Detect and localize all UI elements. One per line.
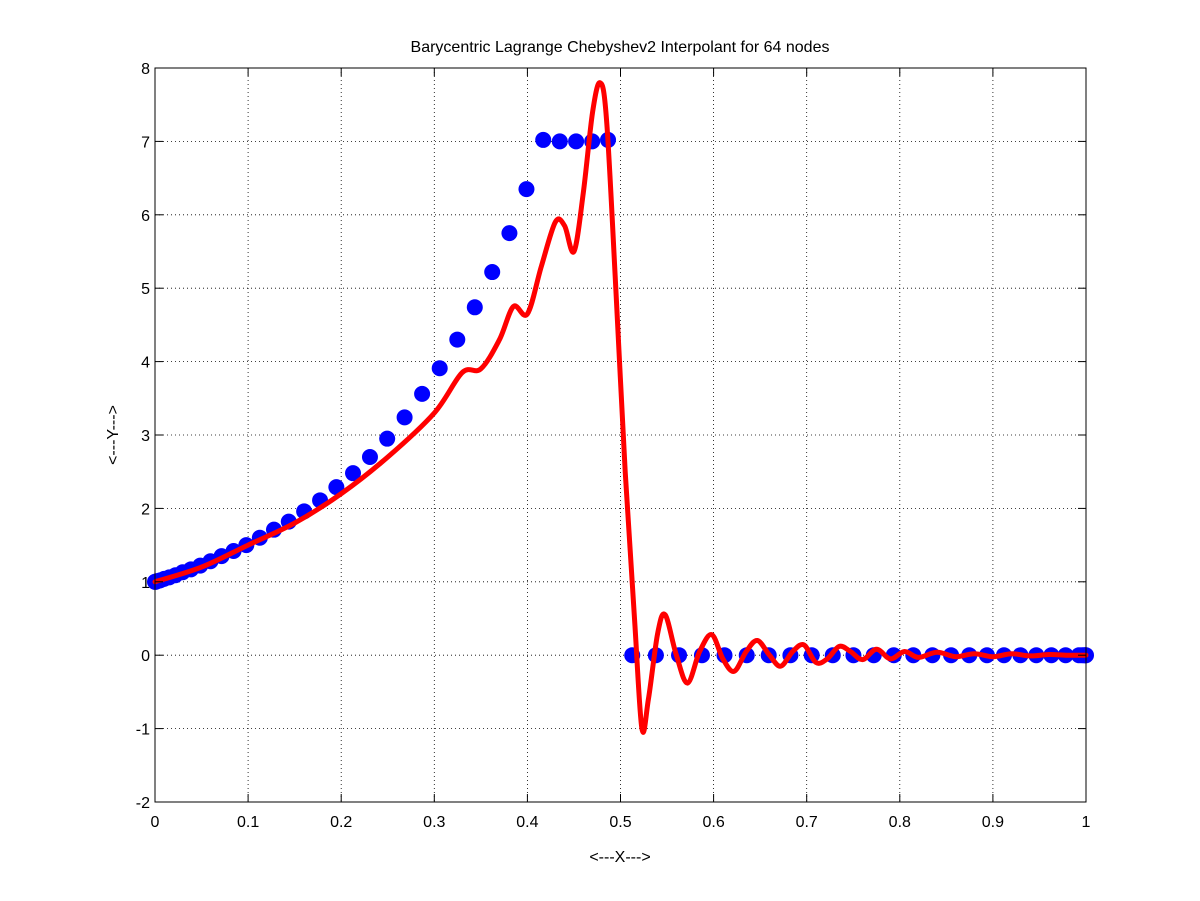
y-tick-label: 7 — [141, 134, 150, 151]
data-point — [551, 133, 568, 150]
y-tick-label: 4 — [141, 355, 150, 372]
y-axis-label: <---Y---> — [105, 405, 122, 465]
data-point — [501, 225, 518, 242]
y-tick-label: 8 — [141, 61, 150, 78]
data-point — [466, 299, 483, 316]
y-tick-label: 1 — [141, 575, 150, 592]
data-point — [431, 360, 448, 377]
plot-background — [155, 68, 1086, 802]
x-tick-label: 0.3 — [423, 814, 445, 831]
data-point — [414, 385, 431, 402]
data-point — [449, 331, 466, 348]
x-tick-label: 0.5 — [609, 814, 631, 831]
data-point — [484, 264, 501, 281]
data-point — [518, 181, 535, 198]
y-tick-label: 2 — [141, 501, 150, 518]
data-point — [361, 449, 378, 466]
x-tick-label: 0.9 — [982, 814, 1004, 831]
y-tick-label: 0 — [141, 648, 150, 665]
x-axis-label: <---X---> — [589, 849, 650, 866]
y-tick-label: 6 — [141, 208, 150, 225]
x-tick-label: 0.7 — [796, 814, 818, 831]
data-point — [535, 131, 552, 148]
x-tick-label: 0.6 — [702, 814, 724, 831]
series-layer — [147, 80, 1094, 735]
x-tick-label: 0.1 — [237, 814, 259, 831]
x-tick-label: 0 — [151, 814, 160, 831]
data-point — [379, 430, 396, 447]
data-point — [328, 479, 345, 496]
y-tick-label: -2 — [136, 795, 150, 812]
y-tick-label: 3 — [141, 428, 150, 445]
chart-title: Barycentric Lagrange Chebyshev2 Interpol… — [411, 39, 830, 56]
data-point — [568, 133, 585, 150]
data-point — [345, 465, 362, 482]
x-tick-label: 1 — [1082, 814, 1091, 831]
ticks: 0 0.1 0.2 0.3 0.4 0.5 0.6 0.7 0.8 0.9 1 -2 -1 0 1 2 3 4 5 6… — [136, 61, 1091, 831]
x-tick-label: 0.8 — [889, 814, 911, 831]
data-point — [396, 409, 413, 426]
interpolant-line — [152, 80, 1089, 735]
y-tick-label: -1 — [136, 722, 150, 739]
x-tick-label: 0.4 — [516, 814, 538, 831]
x-tick-label: 0.2 — [330, 814, 352, 831]
y-tick-label: 5 — [141, 281, 150, 298]
